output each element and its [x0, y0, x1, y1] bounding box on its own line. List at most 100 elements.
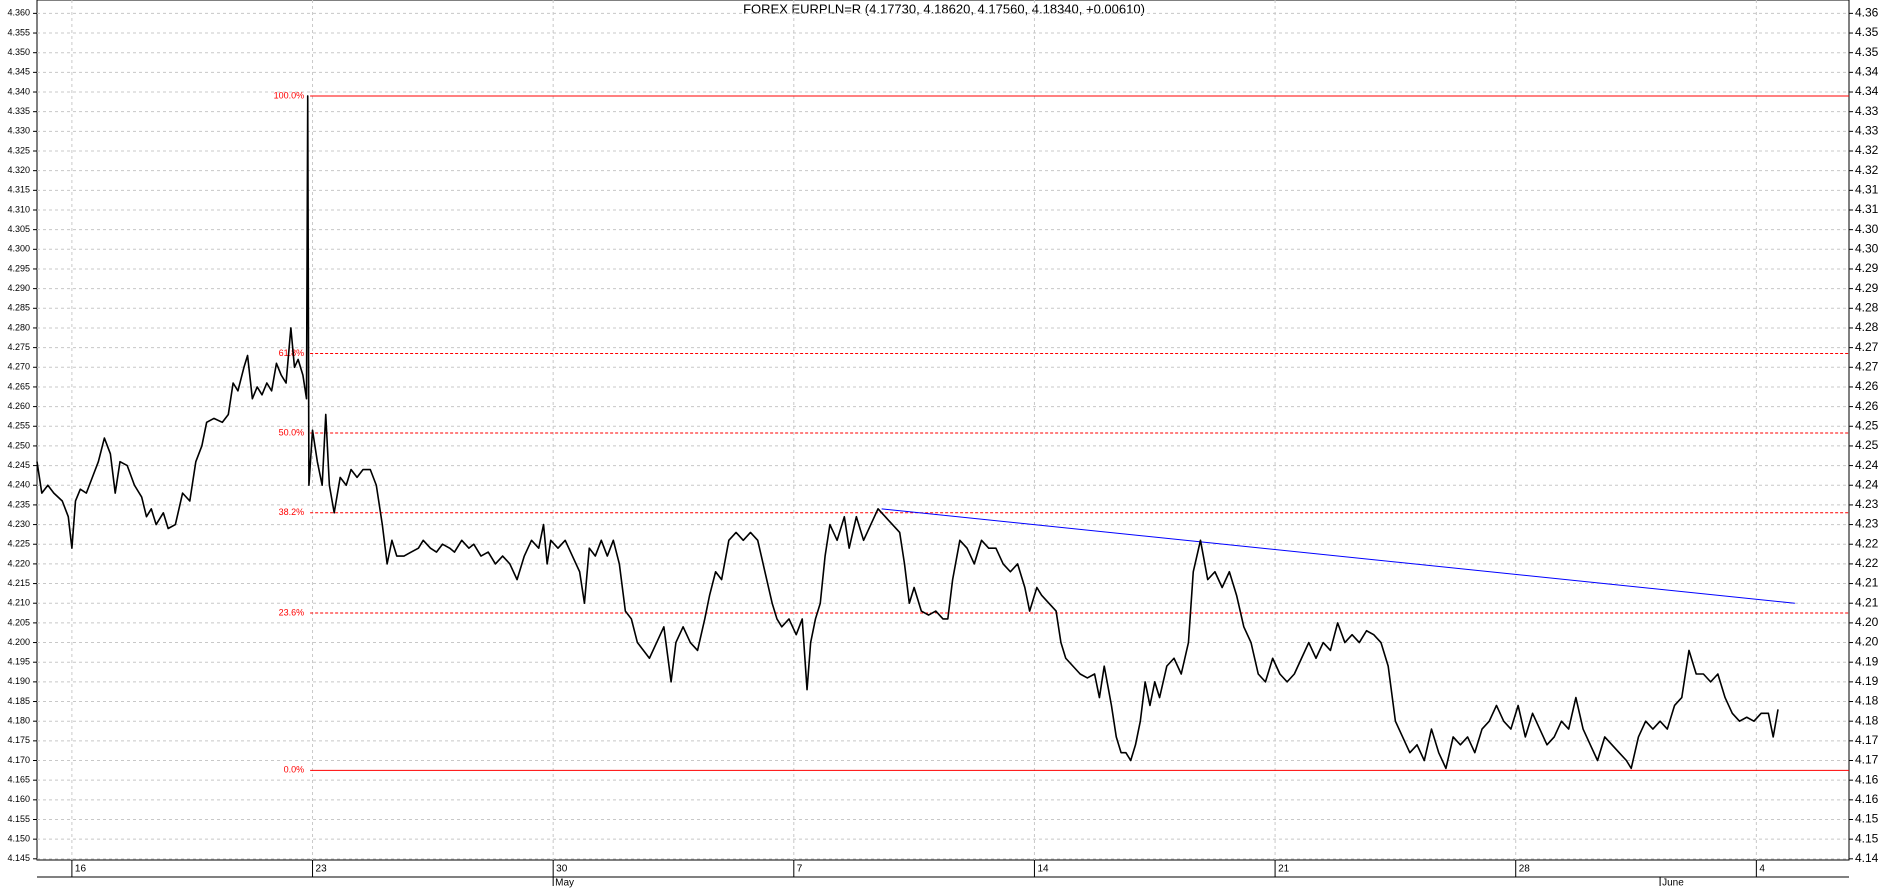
price-line — [36, 95, 1779, 770]
month-label: May — [555, 878, 574, 889]
y-tick-label: 4.150 — [7, 834, 30, 844]
y-tick-label: 4.230 — [7, 519, 30, 529]
y-tick-label: 4.335 — [7, 106, 30, 116]
y2-tick-label: 4.27 — [1855, 359, 1879, 373]
y2-tick-label: 4.15 — [1855, 831, 1879, 845]
y2-tick-label: 4.16 — [1855, 772, 1879, 786]
y2-tick-label: 4.28 — [1855, 320, 1879, 334]
x-tick-label: 23 — [316, 864, 328, 875]
y-tick-label: 4.170 — [7, 755, 30, 765]
y-tick-label: 4.320 — [7, 165, 30, 175]
y2-tick-label: 4.21 — [1855, 576, 1879, 590]
y-tick-label: 4.360 — [7, 8, 30, 18]
x-tick-label: 21 — [1278, 864, 1290, 875]
y2-tick-label: 4.27 — [1855, 340, 1879, 354]
y2-tick-label: 4.25 — [1855, 418, 1879, 432]
y2-tick-label: 4.30 — [1855, 222, 1879, 236]
y-tick-label: 4.325 — [7, 145, 30, 155]
y2-tick-label: 4.19 — [1855, 674, 1879, 688]
y2-tick-label: 4.36 — [1855, 6, 1879, 20]
y-tick-label: 4.305 — [7, 224, 30, 234]
y-tick-label: 4.240 — [7, 480, 30, 490]
y2-tick-label: 4.17 — [1855, 733, 1879, 747]
y-tick-label: 4.295 — [7, 263, 30, 273]
y2-tick-label: 4.34 — [1855, 84, 1879, 98]
fib-label: 100.0% — [274, 90, 305, 100]
y-tick-label: 4.340 — [7, 86, 30, 96]
y2-tick-label: 4.33 — [1855, 104, 1879, 118]
y2-tick-label: 4.35 — [1855, 25, 1879, 39]
x-tick-label: 4 — [1759, 864, 1765, 875]
y2-tick-label: 4.32 — [1855, 143, 1879, 157]
y2-tick-label: 4.30 — [1855, 241, 1879, 255]
y-tick-label: 4.350 — [7, 47, 30, 57]
y2-tick-label: 4.26 — [1855, 379, 1879, 393]
y2-tick-label: 4.15 — [1855, 812, 1879, 826]
y-tick-label: 4.275 — [7, 342, 30, 352]
y-tick-label: 4.330 — [7, 126, 30, 136]
y-tick-label: 4.190 — [7, 676, 30, 686]
y-tick-label: 4.260 — [7, 401, 30, 411]
y2-tick-label: 4.22 — [1855, 556, 1879, 570]
fib-label: 38.2% — [279, 507, 305, 517]
y-tick-label: 4.225 — [7, 539, 30, 549]
y2-tick-label: 4.34 — [1855, 65, 1879, 79]
y-tick-label: 4.345 — [7, 67, 30, 77]
y2-tick-label: 4.29 — [1855, 281, 1879, 295]
y-tick-label: 4.175 — [7, 735, 30, 745]
trendline — [881, 508, 1795, 604]
y2-tick-label: 4.24 — [1855, 458, 1879, 472]
x-tick-label: 30 — [556, 864, 568, 875]
y2-tick-label: 4.21 — [1855, 595, 1879, 609]
y-tick-label: 4.270 — [7, 362, 30, 372]
y-tick-label: 4.315 — [7, 185, 30, 195]
y2-tick-label: 4.23 — [1855, 517, 1879, 531]
y-tick-label: 4.290 — [7, 283, 30, 293]
y2-tick-label: 4.22 — [1855, 536, 1879, 550]
fib-label: 0.0% — [284, 765, 305, 775]
y-tick-label: 4.285 — [7, 303, 30, 313]
y-tick-label: 4.255 — [7, 421, 30, 431]
x-tick-label: 16 — [75, 864, 87, 875]
y-tick-label: 4.235 — [7, 499, 30, 509]
fib-label: 50.0% — [279, 427, 305, 437]
y-tick-label: 4.355 — [7, 27, 30, 37]
y-tick-label: 4.180 — [7, 716, 30, 726]
y-tick-label: 4.155 — [7, 814, 30, 824]
y-tick-label: 4.215 — [7, 578, 30, 588]
x-tick-label: 28 — [1519, 864, 1531, 875]
y-tick-label: 4.195 — [7, 657, 30, 667]
y-tick-label: 4.265 — [7, 381, 30, 391]
chart-title: FOREX EURPLN=R (4.17730, 4.18620, 4.1756… — [743, 1, 1145, 16]
y2-tick-label: 4.28 — [1855, 300, 1879, 314]
y-tick-label: 4.245 — [7, 460, 30, 470]
fib-label: 23.6% — [279, 607, 305, 617]
y2-tick-label: 4.17 — [1855, 753, 1879, 767]
y-tick-label: 4.220 — [7, 558, 30, 568]
y-tick-label: 4.145 — [7, 853, 30, 863]
x-tick-label: 14 — [1037, 864, 1049, 875]
y2-tick-label: 4.31 — [1855, 182, 1879, 196]
y-tick-label: 4.205 — [7, 617, 30, 627]
y2-tick-label: 4.18 — [1855, 694, 1879, 708]
y-tick-label: 4.250 — [7, 440, 30, 450]
y2-tick-label: 4.32 — [1855, 163, 1879, 177]
y-tick-label: 4.160 — [7, 794, 30, 804]
y2-tick-label: 4.19 — [1855, 654, 1879, 668]
y-tick-label: 4.200 — [7, 637, 30, 647]
y-tick-label: 4.310 — [7, 204, 30, 214]
y2-tick-label: 4.25 — [1855, 438, 1879, 452]
y2-tick-label: 4.24 — [1855, 477, 1879, 491]
y2-tick-label: 4.35 — [1855, 45, 1879, 59]
y2-tick-label: 4.14 — [1855, 851, 1879, 865]
y-tick-label: 4.280 — [7, 322, 30, 332]
y2-tick-label: 4.26 — [1855, 399, 1879, 413]
y2-tick-label: 4.23 — [1855, 497, 1879, 511]
fib-label: 61.8% — [279, 348, 305, 358]
y2-tick-label: 4.16 — [1855, 792, 1879, 806]
y2-tick-label: 4.31 — [1855, 202, 1879, 216]
y-tick-label: 4.185 — [7, 696, 30, 706]
y2-tick-label: 4.18 — [1855, 713, 1879, 727]
y2-tick-label: 4.29 — [1855, 261, 1879, 275]
